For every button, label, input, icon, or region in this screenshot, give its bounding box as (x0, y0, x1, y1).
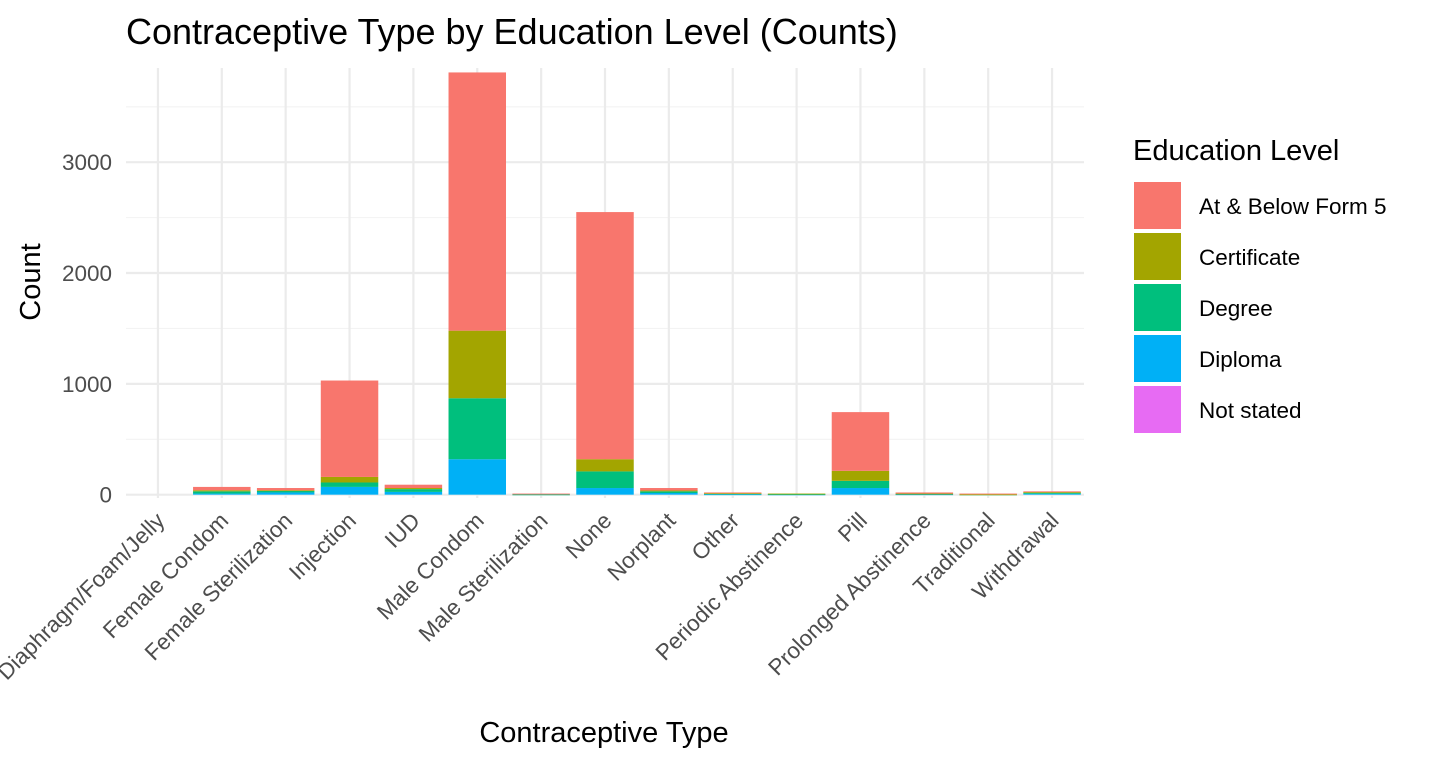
x-tick-label: Injection (284, 508, 361, 585)
x-tick-label: None (561, 508, 617, 564)
legend-label: Not stated (1199, 398, 1302, 423)
bar-segment (831, 470, 890, 481)
bar-segment (256, 488, 315, 491)
bar-segment (193, 486, 251, 491)
bars (193, 72, 1081, 496)
bar-segment (576, 459, 634, 472)
bar-segment (193, 493, 251, 495)
bar-segment (767, 493, 826, 495)
bar-segment (640, 491, 698, 494)
legend-swatch (1134, 233, 1181, 280)
bar-segment (895, 494, 954, 496)
x-tick-label: Pill (833, 508, 872, 547)
bar-segment (448, 72, 507, 331)
bar-segment (320, 476, 379, 483)
y-axis-tick-labels: 0 1000 2000 3000 (62, 150, 112, 507)
bar-segment (256, 490, 315, 493)
bar-segment (576, 471, 634, 489)
bar-segment (1023, 491, 1081, 493)
bar-segment (256, 492, 315, 495)
x-tick-label: IUD (380, 508, 425, 553)
bar-segment (256, 490, 315, 492)
legend-swatch (1134, 182, 1181, 229)
bar-segment (193, 491, 251, 494)
bar-segment (959, 494, 1017, 496)
legend-label: Certificate (1199, 245, 1300, 270)
bar-segment (512, 494, 570, 496)
legend-label: Diploma (1199, 347, 1282, 372)
y-tick-label: 1000 (62, 372, 112, 397)
legend-items: At & Below Form 5 Certificate Degree Diplom… (1134, 182, 1387, 433)
legend-swatch (1134, 335, 1181, 382)
bar-segment (959, 493, 1017, 495)
legend-swatch (1134, 284, 1181, 331)
bar-segment (448, 330, 507, 399)
bar-segment (895, 493, 954, 495)
bar-segment (640, 488, 698, 491)
bar-segment (384, 488, 443, 490)
bar-segment (831, 480, 890, 489)
chart-title: Contraceptive Type by Education Level (C… (126, 11, 898, 52)
bar-segment (320, 486, 379, 495)
legend-label: Degree (1199, 296, 1273, 321)
legend-swatch (1134, 386, 1181, 433)
bar-segment (384, 491, 443, 495)
legend-label: At & Below Form 5 (1199, 194, 1387, 219)
bar-segment (512, 493, 570, 495)
bar-segment (320, 380, 379, 477)
legend: Education Level At & Below Form 5 Certifi… (1133, 135, 1387, 433)
bar-segment (831, 488, 890, 495)
bar-segment (703, 493, 762, 495)
y-tick-label: 0 (99, 483, 112, 508)
bar-segment (576, 488, 634, 495)
y-tick-label: 3000 (62, 150, 112, 175)
x-tick-label: Other (687, 508, 745, 566)
bar-segment (640, 493, 698, 495)
bar-segment (767, 494, 826, 495)
bar-segment (448, 459, 507, 495)
bar-segment (320, 482, 379, 487)
bar-segment (384, 489, 443, 492)
y-axis-title: Count (15, 243, 47, 320)
bar-segment (448, 398, 507, 460)
bar-segment (1023, 493, 1081, 495)
bar-segment (640, 490, 698, 492)
bar-segment (1023, 492, 1081, 493)
x-tick-label: Norplant (603, 507, 681, 585)
bar-segment (895, 492, 954, 494)
x-axis-title: Contraceptive Type (479, 717, 728, 749)
bar-segment (1023, 492, 1081, 494)
bar-segment (703, 494, 762, 496)
bar-segment (193, 490, 251, 492)
bar-segment (831, 412, 890, 471)
legend-title: Education Level (1133, 135, 1339, 167)
y-tick-label: 2000 (62, 261, 112, 286)
bar-segment (576, 212, 634, 460)
bar-segment (703, 492, 762, 494)
bar-segment (384, 484, 443, 489)
